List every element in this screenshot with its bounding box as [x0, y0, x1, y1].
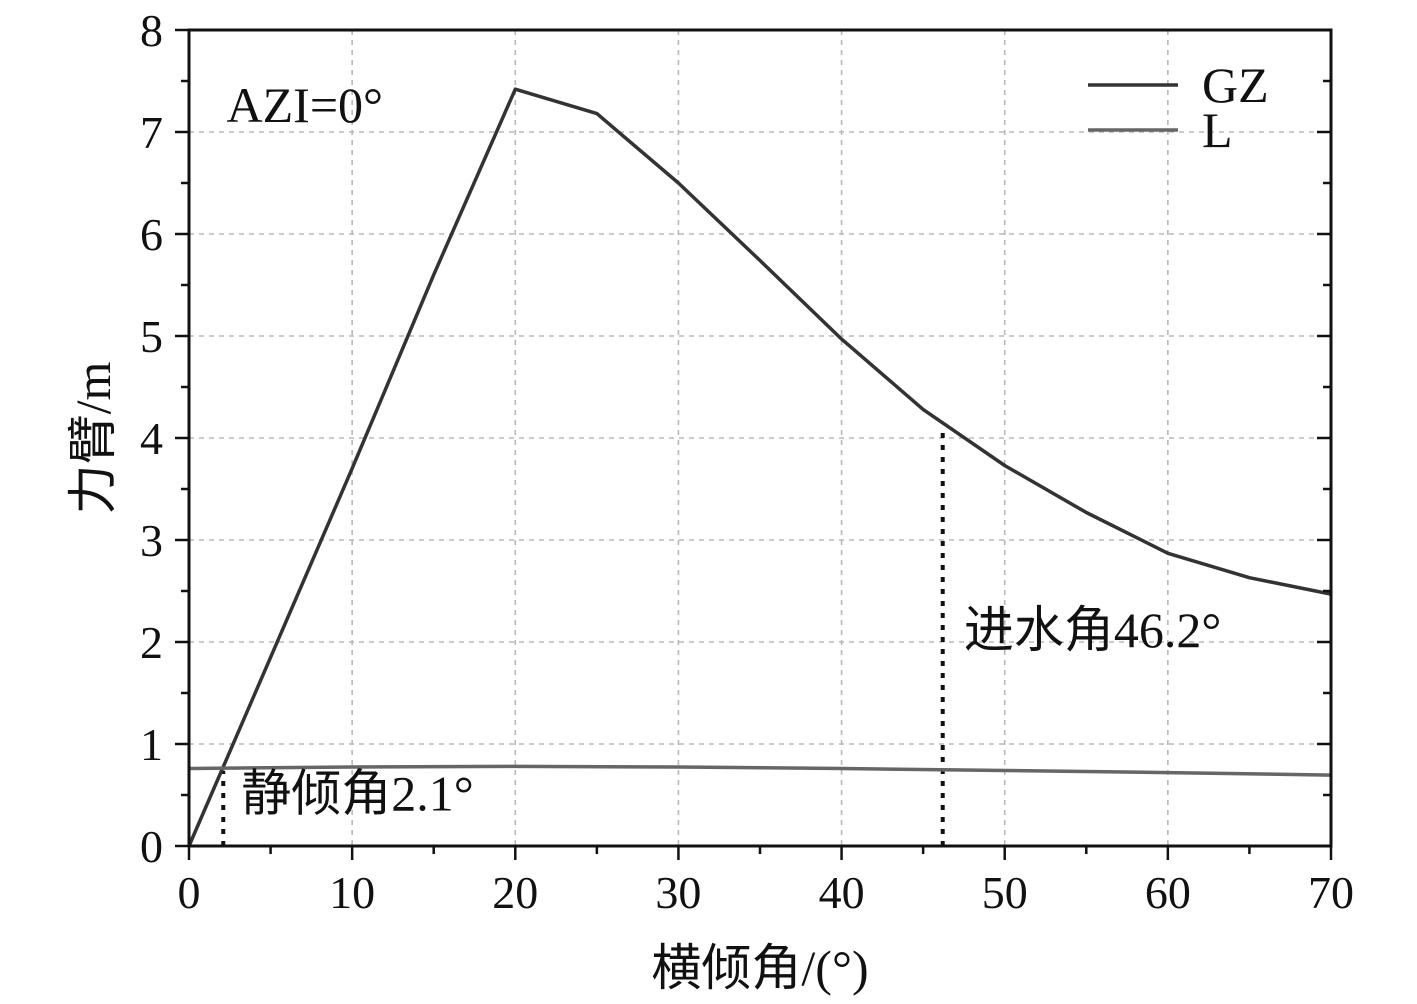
y-tick-label: 7 — [140, 107, 163, 158]
y-tick-label: 3 — [140, 515, 163, 566]
legend-label: L — [1202, 102, 1233, 158]
annotation-lines — [221, 426, 945, 846]
x-tick-label: 40 — [819, 867, 865, 918]
grid — [189, 30, 1331, 846]
annotations: AZI=0° 静倾角2.1° 进水角46.2° — [227, 77, 1222, 821]
x-tick-label: 60 — [1145, 867, 1191, 918]
x-tick-label: 20 — [492, 867, 538, 918]
series-line-gz — [187, 87, 1332, 847]
legend-label: GZ — [1202, 57, 1269, 113]
y-tick-label: 2 — [140, 617, 163, 668]
annotation-text: 静倾角2.1° — [241, 765, 474, 821]
annotation-text: AZI=0° — [227, 77, 384, 133]
x-tick-label: 0 — [178, 867, 201, 918]
x-tick-label: 30 — [655, 867, 701, 918]
y-tick-label: 8 — [140, 5, 163, 56]
x-tick-label: 70 — [1308, 867, 1354, 918]
y-tick-label: 4 — [140, 413, 163, 464]
y-tick-label: 1 — [140, 719, 163, 770]
tick-labels: 0 10 20 30 40 50 60 70 0 1 2 3 4 5 6 7 8 — [140, 5, 1354, 918]
y-tick-label: 5 — [140, 311, 163, 362]
annotation-text: 进水角46.2° — [964, 602, 1222, 658]
x-tick-label: 10 — [329, 867, 375, 918]
y-tick-label: 6 — [140, 209, 163, 260]
x-tick-label: 50 — [982, 867, 1028, 918]
legend: GZL — [1088, 57, 1269, 158]
axis-ticks — [175, 28, 1333, 860]
x-axis-label: 横倾角/(°) — [651, 940, 868, 996]
y-axis-label: 力臂/m — [65, 362, 121, 515]
y-tick-label: 0 — [140, 821, 163, 872]
series-lines — [187, 87, 1332, 847]
series-line-l — [188, 764, 1332, 777]
